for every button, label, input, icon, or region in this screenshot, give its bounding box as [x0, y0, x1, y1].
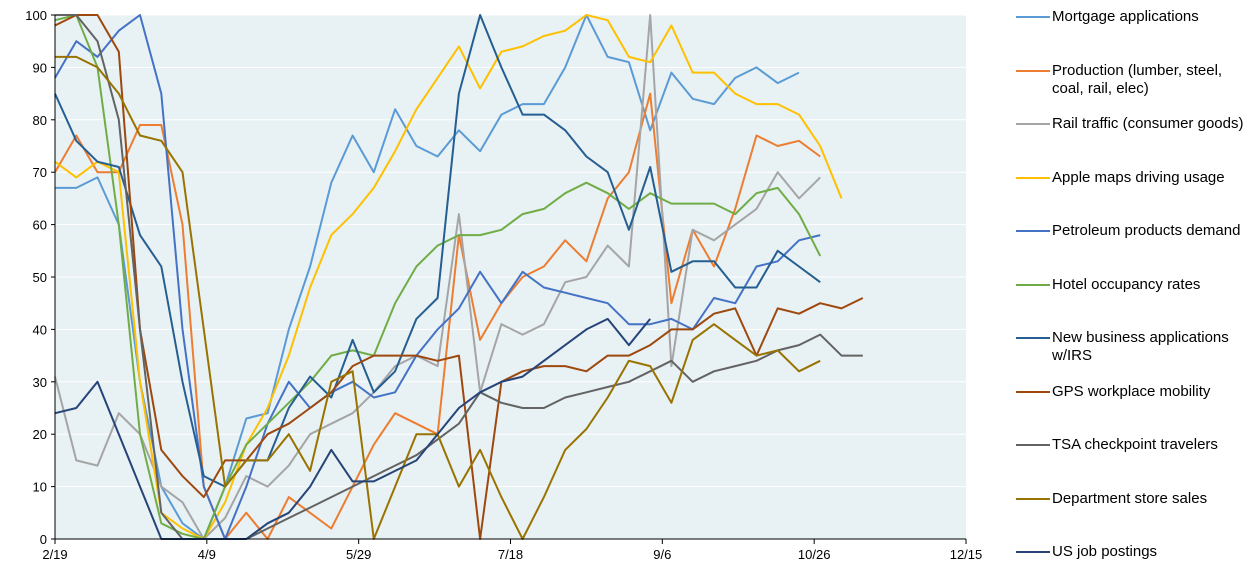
- legend-label: TSA checkpoint travelers: [1052, 436, 1218, 453]
- chart: 0 10 20 30 40 50 60 70 80 90 100 2/19 4/9 5/29 7/18 9/6…: [25, 8, 983, 562]
- legend-label: Rail traffic (consumer goods): [1052, 115, 1244, 132]
- series: [54, 317, 651, 540]
- legend-item: Apple maps driving usage: [1016, 169, 1256, 187]
- legend-label: GPS workplace mobility: [1052, 382, 1211, 400]
- y-tick-label: 80: [33, 113, 47, 128]
- legend-swatch: [1016, 444, 1050, 446]
- series-line: [54, 14, 822, 540]
- legend-swatch: [1016, 283, 1050, 286]
- legend-label: Mortgage applications: [1052, 8, 1199, 25]
- legend-swatch: [1016, 69, 1050, 72]
- series-line: [54, 14, 821, 540]
- series: [54, 14, 821, 540]
- legend-label: US job postings: [1052, 543, 1158, 560]
- legend-item: New business applications w/IRS: [1016, 329, 1256, 365]
- y-tick-label: 90: [33, 60, 47, 75]
- y-tick-label: 50: [33, 270, 47, 285]
- legend-item: Hotel occupancy rates: [1016, 276, 1256, 294]
- x-tick-label: 10/26: [798, 547, 831, 562]
- legend-label: Petroleum products demand: [1052, 222, 1241, 239]
- legend-label: Hotel occupancy rates: [1052, 275, 1201, 293]
- x-tick-label: 12/15: [950, 547, 983, 562]
- series: [54, 14, 821, 488]
- y-tick-label: 100: [25, 8, 47, 23]
- y-tick-label: 20: [33, 427, 47, 442]
- x-tick-label: 4/9: [198, 547, 216, 562]
- series: [54, 14, 822, 540]
- series: [54, 14, 864, 540]
- series: [54, 14, 843, 540]
- series: [55, 14, 800, 540]
- x-tick-label: 2/19: [42, 547, 67, 562]
- series-line: [54, 14, 843, 540]
- x-tick-label: 5/29: [346, 547, 371, 562]
- legend-item: Mortgage applications: [1016, 8, 1256, 26]
- x-tick-label: 9/6: [653, 547, 671, 562]
- legend-swatch: [1016, 337, 1050, 339]
- series-line: [55, 14, 800, 540]
- legend-item: TSA checkpoint travelers: [1016, 436, 1256, 454]
- y-tick-label: 40: [33, 322, 47, 337]
- legend-label: Department store sales: [1052, 489, 1208, 507]
- legend-item: Department store sales: [1016, 490, 1256, 508]
- legend-item: Rail traffic (consumer goods): [1016, 115, 1256, 133]
- series-line: [54, 14, 821, 488]
- legend-swatch: [1016, 390, 1050, 393]
- legend-item: US job postings: [1016, 543, 1256, 561]
- series-line: [54, 317, 651, 540]
- y-tick-label: 60: [33, 218, 47, 233]
- legend-label: Production (lumber, steel, coal, rail, e…: [1052, 61, 1223, 97]
- legend-item: Petroleum products demand: [1016, 222, 1256, 240]
- legend-swatch: [1016, 16, 1050, 18]
- legend-swatch: [1016, 497, 1050, 500]
- legend-label: New business applications w/IRS: [1052, 329, 1229, 364]
- x-tick-label: 7/18: [498, 547, 523, 562]
- legend-item: GPS workplace mobility: [1016, 383, 1256, 401]
- series-line: [54, 14, 864, 540]
- y-tick-label: 30: [33, 375, 47, 390]
- y-tick-label: 70: [33, 165, 47, 180]
- legend-swatch: [1016, 551, 1050, 553]
- legend-item: Production (lumber, steel, coal, rail, e…: [1016, 62, 1256, 98]
- legend-swatch: [1016, 176, 1050, 179]
- y-tick-label: 0: [40, 532, 47, 547]
- legend-swatch: [1016, 230, 1050, 232]
- y-tick-label: 10: [33, 480, 47, 495]
- legend-swatch: [1016, 123, 1050, 125]
- legend-label: Apple maps driving usage: [1052, 168, 1225, 186]
